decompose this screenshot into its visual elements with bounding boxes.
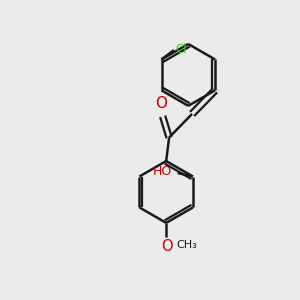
Text: Cl: Cl xyxy=(176,43,187,56)
Text: O: O xyxy=(155,96,167,111)
Text: HO: HO xyxy=(153,165,172,178)
Text: CH₃: CH₃ xyxy=(176,240,197,250)
Text: O: O xyxy=(161,239,172,254)
